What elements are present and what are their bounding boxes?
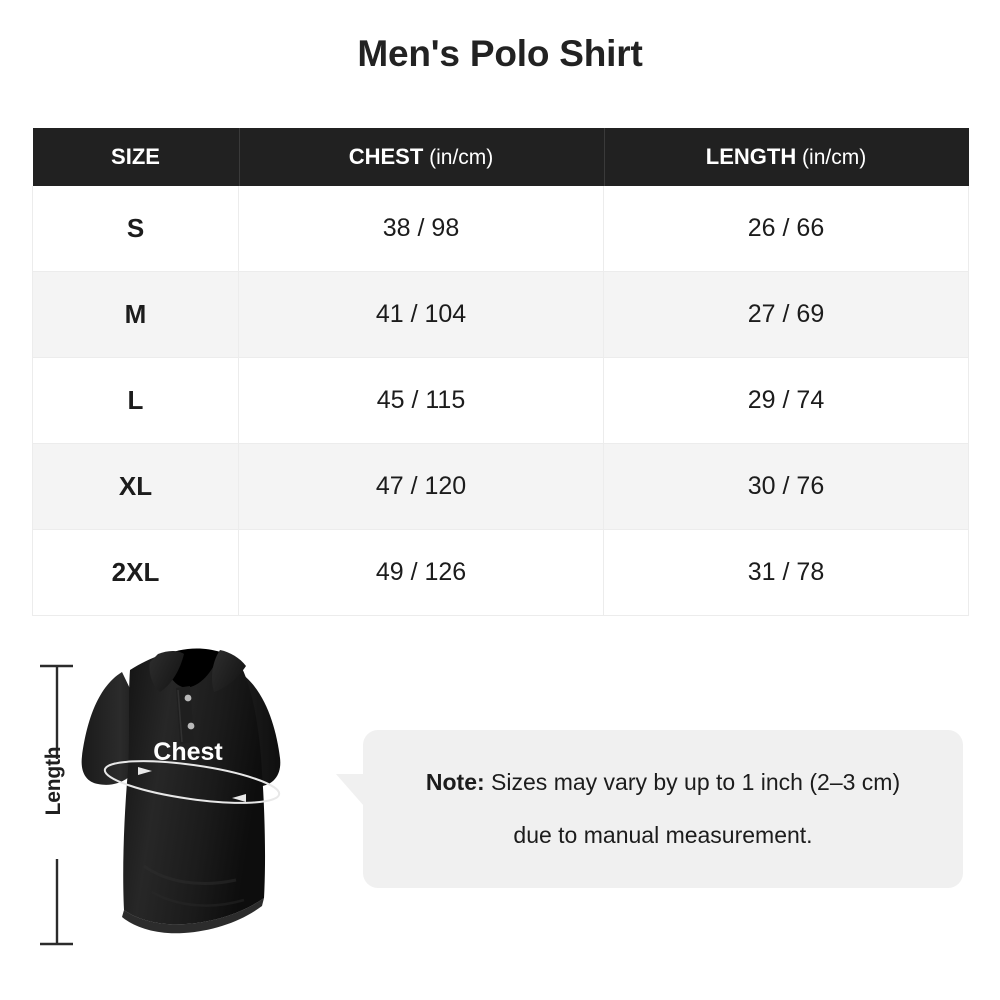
- table-row: M 41 / 104 27 / 69: [32, 271, 969, 358]
- shirt-fold: [151, 890, 245, 907]
- page-title: Men's Polo Shirt: [357, 33, 643, 74]
- cell-length: 31 / 78: [603, 529, 969, 616]
- column-header-size: SIZE: [32, 128, 239, 186]
- column-header-size-label: SIZE: [111, 144, 160, 169]
- shirt-collar-right: [212, 650, 246, 692]
- table-row: 2XL 49 / 126 31 / 78: [32, 529, 969, 616]
- note-text-1: Sizes may vary by up to 1 inch (2–3 cm): [484, 769, 901, 795]
- note-prefix: Note:: [425, 769, 485, 795]
- shirt-hem: [122, 898, 264, 934]
- cell-size: XL: [32, 443, 239, 530]
- chest-measure-ellipse: [103, 760, 281, 804]
- chest-arrowhead: [232, 794, 246, 802]
- cell-chest: 38 / 98: [238, 186, 604, 272]
- cell-size: L: [32, 357, 239, 444]
- cell-length: 26 / 66: [603, 186, 969, 272]
- table-header: SIZE CHEST (in/cm) LENGTH (in/cm): [32, 128, 969, 186]
- column-header-chest-unit: (in/cm): [423, 146, 494, 169]
- note-line-2: due to manual measurement.: [513, 822, 813, 848]
- table-row: XL 47 / 120 30 / 76: [32, 443, 969, 530]
- cell-chest: 49 / 126: [238, 529, 604, 616]
- chest-arrowhead: [138, 767, 152, 775]
- size-chart-table: SIZE CHEST (in/cm) LENGTH (in/cm) S 38 /…: [32, 128, 969, 616]
- shirt-body: [123, 650, 266, 925]
- cell-chest: 41 / 104: [238, 271, 604, 358]
- column-header-chest-label: CHEST: [348, 144, 424, 169]
- shirt-fold: [143, 864, 237, 886]
- length-measurement-bracket: Length: [33, 644, 79, 974]
- column-header-length: LENGTH (in/cm): [603, 128, 969, 186]
- chest-label: Chest: [153, 738, 223, 766]
- table-row: L 45 / 115 29 / 74: [32, 357, 969, 444]
- cell-size: M: [32, 271, 239, 358]
- cell-size: S: [32, 186, 239, 272]
- cell-length: 29 / 74: [603, 357, 969, 444]
- cell-size: 2XL: [32, 529, 239, 616]
- column-header-chest: CHEST (in/cm): [238, 128, 604, 186]
- shirt-collar-left: [149, 651, 184, 692]
- table-body: S 38 / 98 26 / 66 M 41 / 104 27 / 69 L 4…: [32, 186, 969, 616]
- shirt-button: [187, 722, 195, 730]
- column-header-length-label: LENGTH: [705, 144, 797, 169]
- note-line-1: Note: Sizes may vary by up to 1 inch (2–…: [426, 771, 900, 794]
- note-callout: Note: Sizes may vary by up to 1 inch (2–…: [336, 730, 963, 888]
- polo-shirt-icon: Chest: [81, 648, 281, 934]
- cell-chest: 45 / 115: [238, 357, 604, 444]
- table-header-row: SIZE CHEST (in/cm) LENGTH (in/cm): [32, 128, 969, 186]
- polo-shirt-image: Chest: [60, 630, 320, 960]
- note-callout-tail: [336, 774, 364, 806]
- table-row: S 38 / 98 26 / 66: [32, 186, 969, 272]
- cell-length: 30 / 76: [603, 443, 969, 530]
- length-bracket-icon: [40, 664, 73, 946]
- column-header-length-unit: (in/cm): [796, 146, 867, 169]
- cell-length: 27 / 69: [603, 271, 969, 358]
- cell-chest: 47 / 120: [238, 443, 604, 530]
- measurement-illustration: Length: [0, 630, 1000, 990]
- shirt-button: [184, 694, 192, 702]
